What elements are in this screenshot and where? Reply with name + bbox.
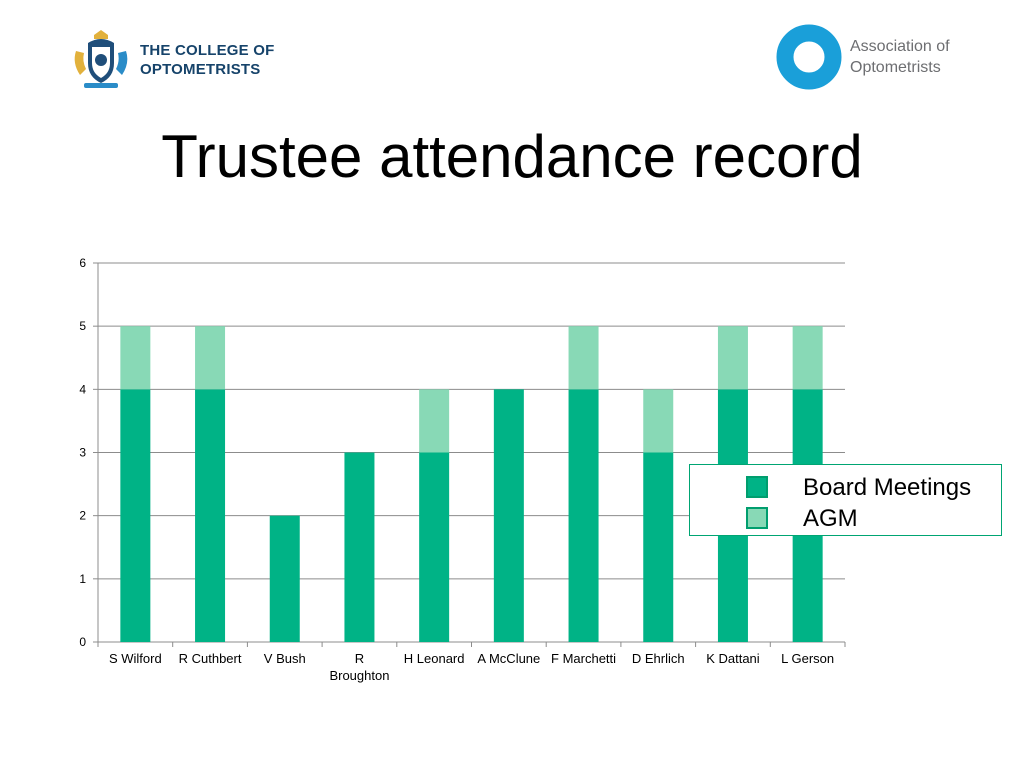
association-ring-icon [776, 24, 842, 90]
x-category-label: R Cuthbert [179, 651, 242, 666]
legend-label-board: Board Meetings [803, 474, 972, 501]
y-tick-label: 2 [79, 509, 86, 523]
legend-swatch-board [746, 476, 768, 498]
college-crest-icon [74, 30, 128, 88]
x-category-label: S Wilford [109, 651, 162, 666]
x-category-label: H Leonard [404, 651, 465, 666]
association-logo: Association of Optometrists [776, 24, 976, 90]
association-logo-line2: Optometrists [850, 59, 941, 76]
x-category-label: V Bush [264, 651, 306, 666]
bar-board [568, 389, 599, 642]
x-category-label: F Marchetti [551, 651, 616, 666]
bar-board [493, 389, 524, 642]
x-category-label: R [355, 651, 364, 666]
college-logo-line2: OPTOMETRISTS [140, 61, 261, 78]
y-tick-label: 0 [79, 635, 86, 649]
bar-agm [568, 326, 599, 390]
x-category-label: A McClune [477, 651, 540, 666]
x-category-label: Broughton [329, 668, 389, 683]
bar-board [120, 389, 151, 642]
bar-board [344, 452, 375, 642]
legend-swatch-agm [746, 507, 768, 529]
y-tick-label: 3 [79, 446, 86, 460]
y-tick-label: 6 [79, 256, 86, 270]
bar-agm [792, 326, 823, 390]
college-logo: THE COLLEGE OF OPTOMETRISTS [70, 28, 290, 92]
bar-agm [717, 326, 748, 390]
bar-board [195, 389, 226, 642]
slide-title: Trustee attendance record [161, 123, 863, 190]
x-category-label: L Gerson [781, 651, 834, 666]
chart-legend: Board Meetings AGM [689, 464, 1002, 536]
y-tick-label: 5 [79, 319, 86, 333]
x-category-label: K Dattani [706, 651, 760, 666]
association-logo-line1: Association of [850, 38, 950, 55]
bar-agm [195, 326, 226, 390]
y-tick-label: 4 [79, 382, 86, 396]
bar-board [643, 452, 674, 642]
bar-agm [643, 389, 674, 453]
bar-agm [419, 389, 450, 453]
y-tick-label: 1 [79, 572, 86, 586]
legend-label-agm: AGM [803, 505, 858, 532]
x-category-label: D Ehrlich [632, 651, 685, 666]
bar-agm [120, 326, 151, 390]
bar-board [269, 515, 300, 642]
bar-board [419, 452, 450, 642]
college-logo-line1: THE COLLEGE OF [140, 42, 275, 59]
